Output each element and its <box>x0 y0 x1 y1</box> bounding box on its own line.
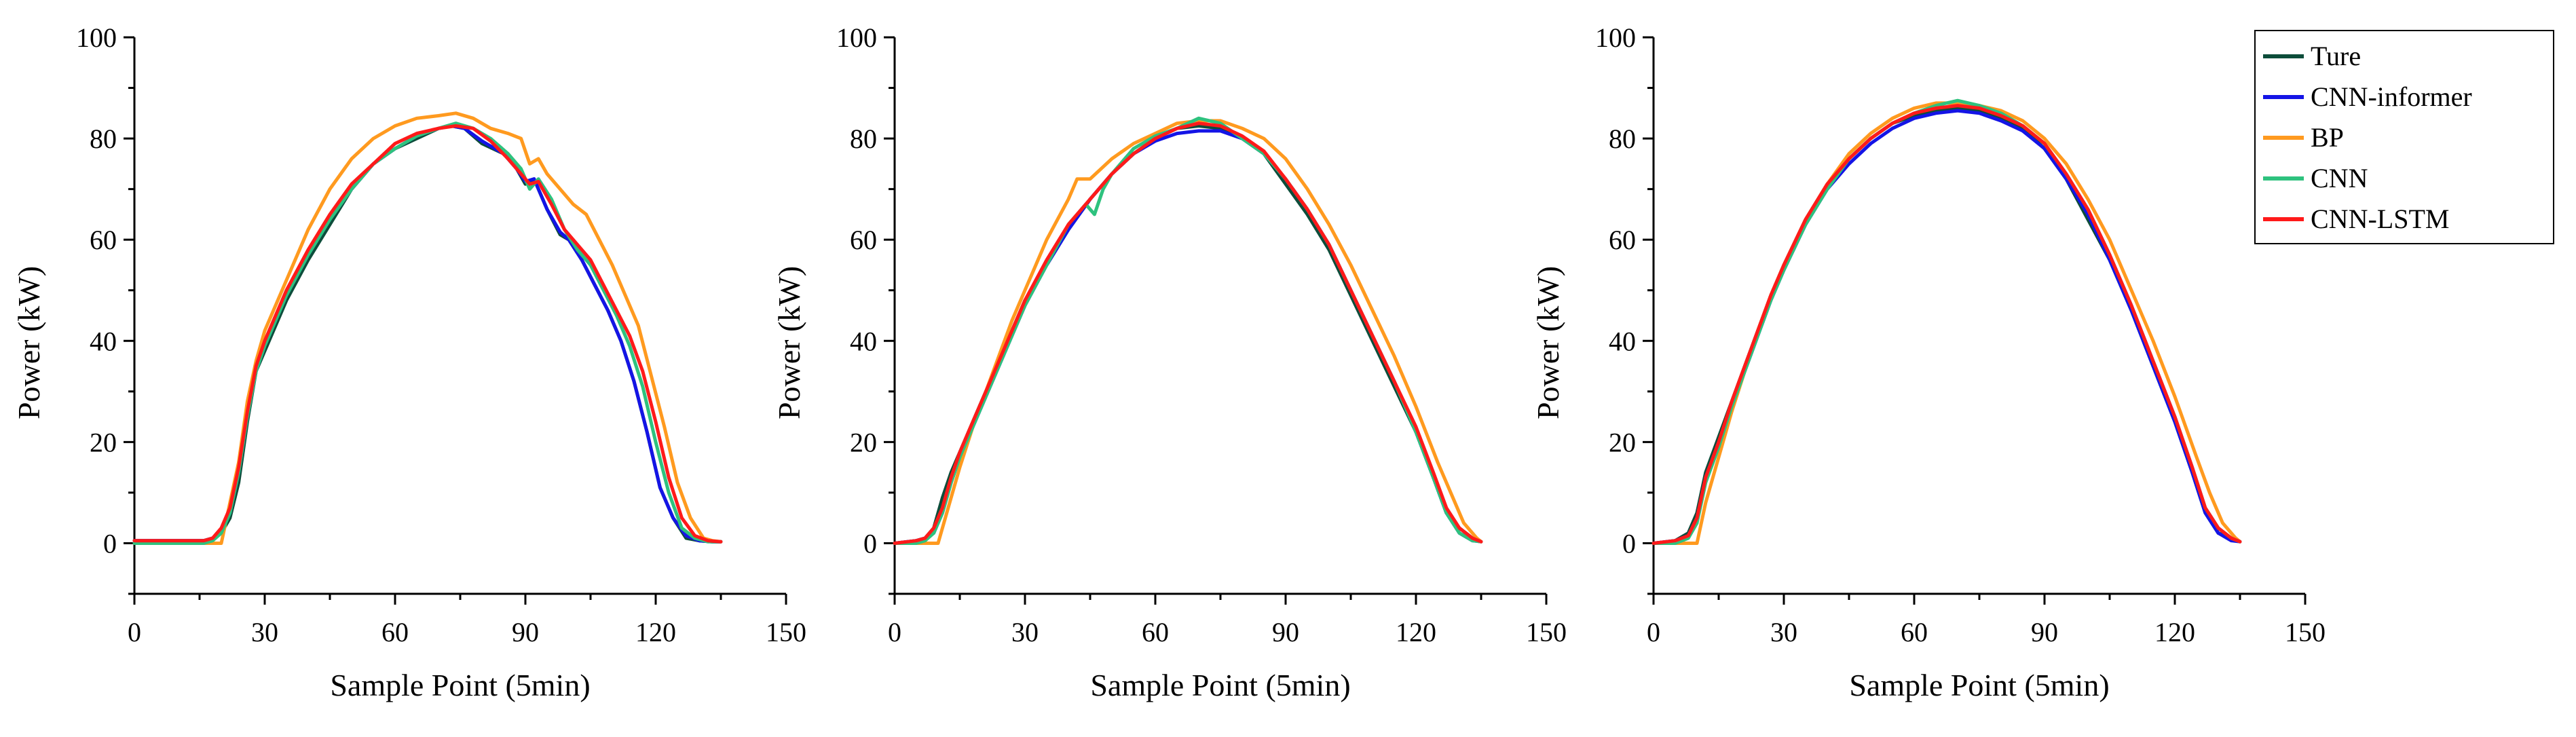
x-tick-label: 90 <box>2031 617 2058 647</box>
x-tick-label: 150 <box>2285 617 2326 647</box>
series-line-bp <box>893 119 1483 545</box>
series-line-bp <box>1651 101 2242 545</box>
y-tick-label: 0 <box>103 528 117 559</box>
legend-label: CNN-informer <box>2311 81 2472 112</box>
legend-label: Ture <box>2311 41 2361 71</box>
x-tick-label: 120 <box>2154 617 2195 647</box>
y-tick-label: 100 <box>76 22 117 53</box>
series-line-ture <box>1651 106 2242 545</box>
legend-box <box>2254 30 2554 244</box>
series-line-ture <box>893 124 1483 545</box>
x-tick-label: 150 <box>1526 617 1567 647</box>
y-tick-label: 80 <box>850 124 877 154</box>
x-axis-title: Sample Point (5min) <box>1849 668 2109 702</box>
series-line-cnn <box>893 116 1483 545</box>
legend-label: BP <box>2311 122 2344 153</box>
x-tick-label: 90 <box>1272 617 1299 647</box>
y-tick-label: 20 <box>1609 427 1636 457</box>
legend: Ture CNN-informer BP CNN CNN-LSTM <box>2254 30 2554 244</box>
y-tick-label: 40 <box>850 326 877 356</box>
x-tick-label: 0 <box>128 617 141 647</box>
x-tick-label: 60 <box>1142 617 1169 647</box>
series-line-cnn-lstm <box>132 124 723 544</box>
series-line-cnn-lstm <box>1651 104 2242 545</box>
x-tick-label: 30 <box>1011 617 1039 647</box>
chart-panel-3: 0 20 40 60 80 100 0 30 60 90 120 150 Sample Point (5… <box>1531 22 2326 702</box>
y-tick-label: 100 <box>1595 22 1636 53</box>
series-line-bp <box>132 111 723 545</box>
x-tick-label: 30 <box>1770 617 1797 647</box>
chart-panel-1: 0 20 40 60 80 100 0 30 60 90 120 150 Sample Point (5… <box>12 22 806 702</box>
x-tick-label: 120 <box>635 617 676 647</box>
y-tick-label: 20 <box>90 427 117 457</box>
x-tick-label: 30 <box>251 617 278 647</box>
series-line-cnn-informer <box>132 124 723 544</box>
y-tick-label: 80 <box>1609 124 1636 154</box>
x-tick-label: 150 <box>766 617 806 647</box>
x-tick-label: 0 <box>888 617 901 647</box>
x-tick-label: 90 <box>512 617 539 647</box>
y-tick-label: 40 <box>1609 326 1636 356</box>
y-axis-title: Power (kW) <box>772 266 806 419</box>
y-tick-label: 0 <box>863 528 877 559</box>
y-axis-title: Power (kW) <box>1531 266 1565 419</box>
legend-label: CNN <box>2311 163 2368 193</box>
y-tick-label: 60 <box>90 225 117 255</box>
x-tick-label: 60 <box>381 617 409 647</box>
series-line-cnn-informer <box>893 129 1483 545</box>
x-axis-title: Sample Point (5min) <box>330 668 590 702</box>
y-tick-label: 80 <box>90 124 117 154</box>
legend-label: CNN-LSTM <box>2311 204 2449 234</box>
series-line-cnn-informer <box>1651 109 2242 545</box>
x-tick-label: 60 <box>1901 617 1928 647</box>
series-line-cnn <box>1651 98 2242 545</box>
x-tick-label: 0 <box>1647 617 1660 647</box>
series-line-ture <box>132 124 723 544</box>
y-tick-label: 0 <box>1622 528 1636 559</box>
series-line-cnn-lstm <box>893 121 1483 545</box>
y-tick-label: 20 <box>850 427 877 457</box>
y-tick-label: 100 <box>836 22 877 53</box>
x-axis-title: Sample Point (5min) <box>1090 668 1350 702</box>
x-tick-label: 120 <box>1396 617 1436 647</box>
series-line-cnn <box>132 121 723 545</box>
y-tick-label: 60 <box>1609 225 1636 255</box>
chart-panel-2: 0 20 40 60 80 100 0 30 60 90 120 150 Sample Point (5… <box>772 22 1567 702</box>
y-tick-label: 60 <box>850 225 877 255</box>
y-axis-title: Power (kW) <box>12 266 46 419</box>
y-tick-label: 40 <box>90 326 117 356</box>
